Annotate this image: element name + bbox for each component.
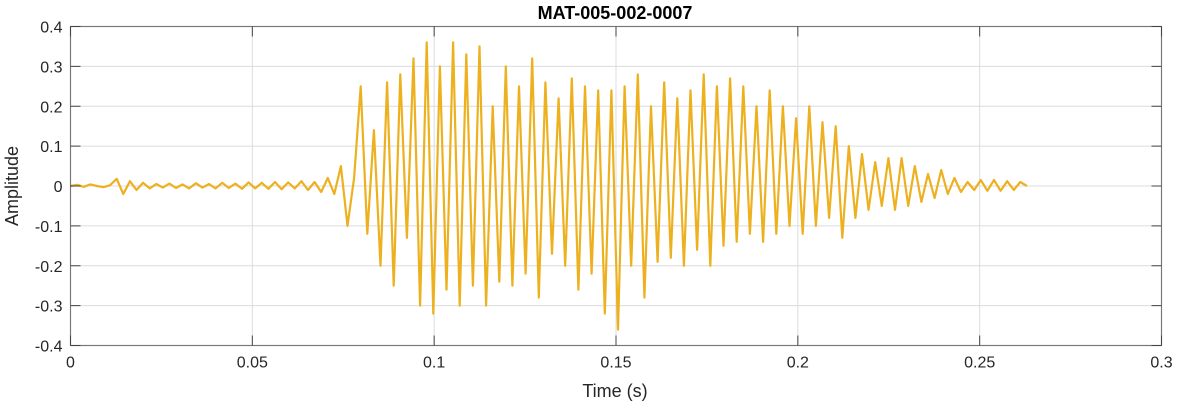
x-tick-label: 0.15 xyxy=(600,355,631,372)
chart-title: MAT-005-002-0007 xyxy=(538,3,693,23)
series-layer xyxy=(70,41,1028,331)
series-line-signal xyxy=(70,41,1028,331)
y-tick-label: 0 xyxy=(54,179,63,196)
y-tick-label: 0.1 xyxy=(40,139,62,156)
x-tick-label: 0.05 xyxy=(237,355,268,372)
ticks: 0 0.05 0.1 0.15 0.2 0.25 0.3 0.4 0.3 0.2 0.1 0 -0.1 -… xyxy=(35,20,1173,372)
x-tick-label: 0 xyxy=(66,355,75,372)
y-axis-label: Amplitude xyxy=(2,146,22,226)
y-tick-label: 0.2 xyxy=(40,99,62,116)
x-tick-label: 0.1 xyxy=(423,355,445,372)
y-tick-label: 0.4 xyxy=(40,20,62,37)
y-tick-label: 0.3 xyxy=(40,59,62,76)
y-tick-label: -0.1 xyxy=(35,219,63,236)
y-tick-label: -0.4 xyxy=(35,339,63,356)
x-tick-label: 0.25 xyxy=(964,355,995,372)
x-axis-label: Time (s) xyxy=(582,381,647,401)
x-tick-label: 0.3 xyxy=(1150,355,1172,372)
y-tick-label: -0.3 xyxy=(35,299,63,316)
y-tick-label: -0.2 xyxy=(35,259,63,276)
x-tick-label: 0.2 xyxy=(787,355,809,372)
